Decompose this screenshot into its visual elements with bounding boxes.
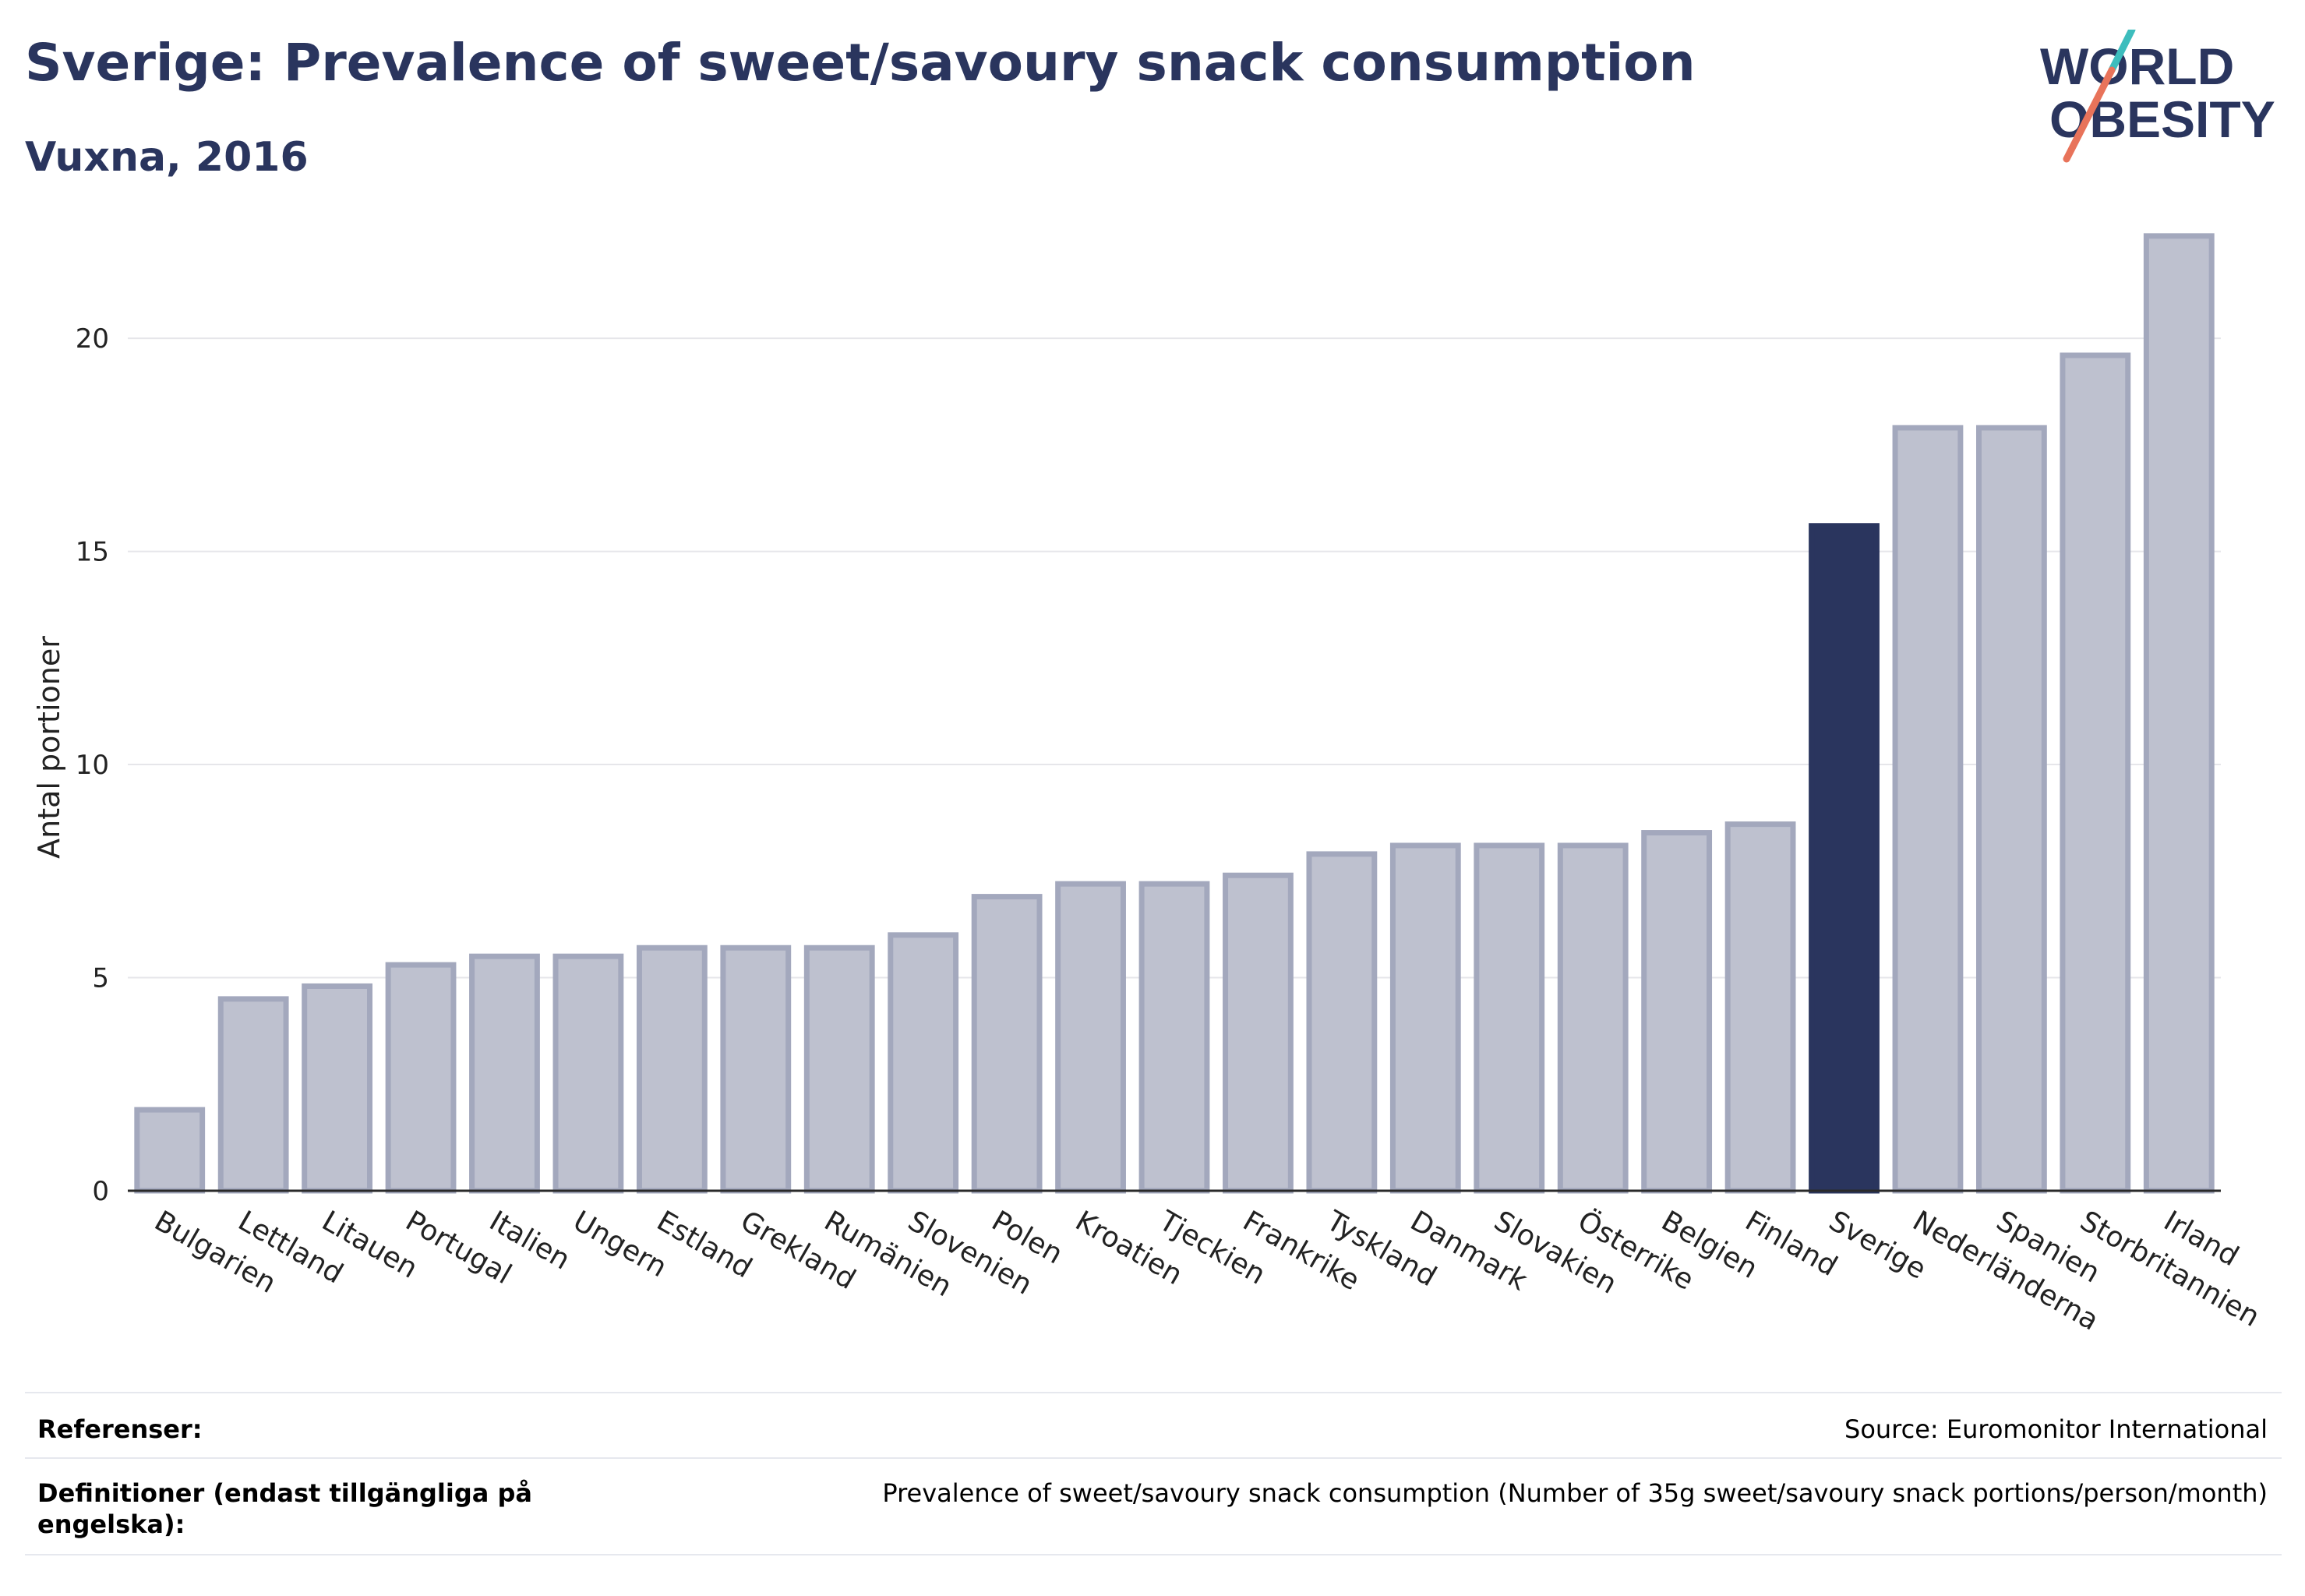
bar-polen: [971, 894, 1043, 1194]
footer-divider-top: [25, 1392, 2282, 1393]
bar-estland: [636, 945, 708, 1194]
bar-tjeckien: [1138, 881, 1210, 1194]
bar-frankrike: [1223, 872, 1294, 1194]
x-tick-label: Sverige: [1823, 1205, 1931, 1286]
bar-slovakien: [1474, 842, 1545, 1194]
references-label: Referenser:: [37, 1414, 203, 1444]
bar-sverige: [1809, 523, 1880, 1194]
bar-finland: [1724, 821, 1796, 1194]
bar-italien: [469, 953, 540, 1194]
bar-rumänien: [803, 945, 875, 1194]
x-tick-label: Ungern: [567, 1205, 672, 1284]
bar-grekland: [720, 945, 792, 1194]
references-value: Source: Euromonitor International: [1844, 1414, 2268, 1444]
bar-bulgarien: [134, 1107, 206, 1194]
x-tick-label: Finland: [1740, 1205, 1843, 1283]
page-title: Sverige: Prevalence of sweet/savoury sna…: [25, 33, 1696, 93]
bar-ungern: [552, 953, 624, 1194]
x-tick-label: Estland: [651, 1205, 757, 1284]
definitions-value: Prevalence of sweet/savoury snack consum…: [882, 1478, 2268, 1508]
footer-divider-bottom: [25, 1554, 2282, 1555]
footer-divider-middle: [25, 1457, 2282, 1459]
bar-tyskland: [1306, 851, 1378, 1194]
bar-slovenien: [888, 932, 959, 1194]
logo-line1: WORLD: [2040, 37, 2234, 95]
page-subtitle: Vuxna, 2016: [25, 134, 309, 181]
bar-spanien: [1975, 425, 2047, 1194]
bar-storbritannien: [2060, 352, 2131, 1194]
bar-kroatien: [1055, 881, 1126, 1194]
y-tick-label: 0: [92, 1176, 109, 1207]
bar-portugal: [385, 962, 457, 1194]
logo-slash-red: [2063, 66, 2116, 163]
y-tick-label: 5: [92, 963, 109, 994]
bar-belgien: [1641, 830, 1713, 1194]
bar-danmark: [1389, 842, 1461, 1194]
definitions-label: Definitioner (endast tillgängliga på eng…: [37, 1478, 532, 1539]
y-axis-label: Antal portioner: [32, 636, 66, 859]
bar-österrike: [1557, 842, 1629, 1194]
y-tick-label: 10: [76, 750, 109, 781]
bar-irland: [2143, 233, 2215, 1194]
bar-nederländerna: [1892, 425, 1964, 1194]
world-obesity-logo: WORLD OBESITY: [2040, 30, 2275, 163]
y-tick-label: 20: [76, 323, 109, 355]
y-tick-label: 15: [76, 537, 109, 568]
logo-slash-teal: [2108, 30, 2136, 74]
bar-lettland: [217, 996, 289, 1194]
bar-litauen: [302, 983, 373, 1194]
